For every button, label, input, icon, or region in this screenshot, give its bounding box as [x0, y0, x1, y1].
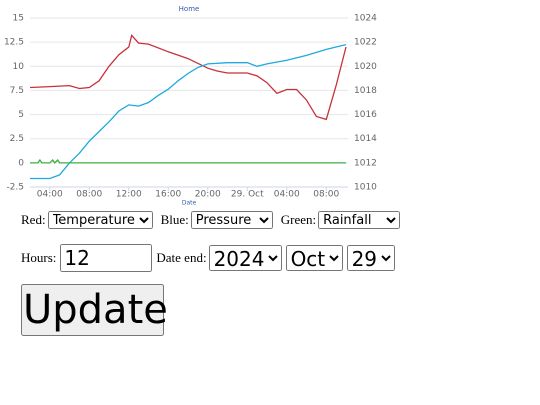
y-tick-label: 10	[13, 62, 25, 72]
chart: Home Date -2.5 0 2.5 5 7.5 10 12.5 15 1010 1012 10…	[4, 5, 377, 207]
time-row: Hours: Date end: 2024 Oct 29	[21, 244, 399, 272]
series-line	[29, 34, 347, 121]
y-tick-label: 0	[18, 158, 24, 168]
y-tick-label: 15	[13, 14, 24, 24]
label: Date end:	[156, 250, 207, 265]
y2-tick-label: 1014	[354, 134, 377, 144]
label: Red:	[21, 212, 46, 227]
y2-tick-label: 1024	[354, 14, 377, 24]
chart-title: Home	[179, 5, 200, 13]
y-tick-label: 7.5	[10, 86, 24, 96]
x-tick-label: 08:00	[313, 190, 339, 200]
month-select[interactable]: Oct	[285, 245, 343, 271]
y2-tick-label: 1010	[354, 183, 377, 193]
x-tick-label: 29. Oct	[231, 190, 264, 200]
y-tick-label: 12.5	[4, 38, 24, 48]
series-line	[30, 158, 346, 164]
y2-tick-label: 1016	[354, 110, 377, 120]
label: Hours:	[21, 250, 57, 265]
label: Blue:	[160, 212, 189, 227]
y-tick-label: -2.5	[6, 183, 24, 193]
x-tick-label: 16:00	[155, 190, 181, 200]
y-tick-label: 2.5	[10, 134, 24, 144]
y2-tick-label: 1018	[354, 86, 377, 96]
label: Green:	[280, 212, 317, 227]
year-select[interactable]: 2024	[208, 245, 282, 271]
y-tick-label: 5	[18, 110, 24, 120]
x-tick-label: 04:00	[274, 190, 300, 200]
x-tick-label: 12:00	[116, 190, 142, 200]
x-axis-label: Date	[182, 200, 197, 207]
series-row: Red: Temperature Blue: Pressure Green: R…	[21, 211, 408, 229]
green-select[interactable]: Rainfall	[318, 211, 401, 229]
hours-input[interactable]	[60, 244, 153, 272]
day-select[interactable]: 29	[346, 245, 395, 271]
y2-tick-label: 1012	[354, 158, 377, 168]
blue-select[interactable]: Pressure	[190, 211, 273, 229]
x-tick-label: 04:00	[37, 190, 63, 200]
x-tick-label: 08:00	[76, 190, 102, 200]
y2-tick-label: 1020	[354, 62, 377, 72]
y2-tick-label: 1022	[354, 38, 377, 48]
red-select[interactable]: Temperature	[47, 211, 153, 229]
update-button[interactable]: Update	[21, 284, 168, 336]
x-tick-label: 20:00	[195, 190, 221, 200]
series-line	[30, 43, 347, 180]
